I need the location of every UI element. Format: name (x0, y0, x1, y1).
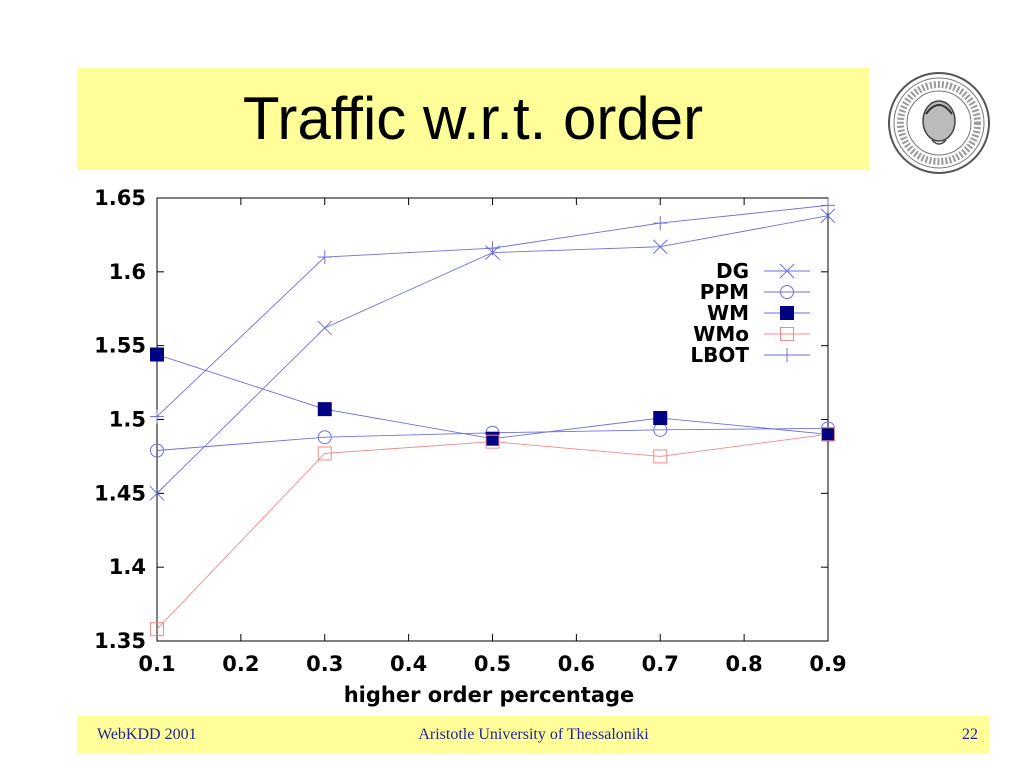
x-tick-label: 0.1 (138, 652, 175, 676)
line-chart: 0.1 0.2 0.3 0.4 0.5 0.6 0.7 0.8 0.9 1.35 1.4 1.45 1.… (94, 186, 846, 707)
chart-axes: 0.1 0.2 0.3 0.4 0.5 0.6 0.7 0.8 0.9 1.35 1.4 1.45 1.… (94, 186, 846, 676)
footer-band: WebKDD 2001 Aristotle University of Thes… (77, 716, 990, 754)
x-tick-label: 0.4 (390, 652, 427, 676)
legend-marker-ppm (780, 285, 794, 299)
footer-conference: WebKDD 2001 (97, 726, 197, 743)
data-point-wmo (317, 446, 332, 461)
data-point-wmo (821, 427, 835, 442)
data-point-lbot (485, 241, 500, 256)
y-tick-label: 1.45 (94, 481, 146, 505)
legend-label-dg: DG (716, 259, 749, 283)
x-tick-label: 0.8 (726, 652, 763, 676)
slide-title: Traffic w.r.t. order (242, 85, 704, 152)
legend-marker-wm (780, 306, 794, 320)
university-seal-logo (888, 72, 990, 174)
x-tick-label: 0.3 (306, 652, 343, 676)
y-tick-label: 1.35 (94, 629, 146, 653)
y-tick-label: 1.5 (109, 408, 146, 432)
x-tick-label: 0.7 (642, 652, 679, 676)
data-point-lbot (150, 409, 164, 424)
data-point-wmo (485, 434, 500, 449)
y-tick-label: 1.6 (109, 260, 146, 284)
data-point-wmo (653, 449, 668, 464)
data-point-ppm (150, 443, 164, 458)
data-point-dg (317, 320, 333, 336)
legend-label-wm: WM (707, 301, 749, 325)
legend-label-wmo: WMo (693, 322, 749, 346)
footer-page-number: 22 (962, 726, 978, 743)
data-point-wm (317, 402, 332, 417)
y-tick-label: 1.65 (94, 186, 146, 210)
legend-label-ppm: PPM (700, 280, 749, 304)
x-tick-label: 0.5 (474, 652, 511, 676)
legend-marker-dg (779, 263, 795, 279)
data-point-dg (820, 208, 836, 224)
legend-label-lbot: LBOT (690, 343, 749, 367)
data-point-wmo (150, 622, 164, 637)
series-markers (149, 198, 836, 637)
x-tick-label: 0.6 (558, 652, 595, 676)
x-tick-label: 0.9 (809, 652, 846, 676)
series-line-wmo (156, 433, 829, 630)
data-point-wm (821, 427, 835, 442)
data-point-wm (150, 347, 164, 362)
data-point-dg (149, 485, 165, 501)
data-point-wm (653, 411, 668, 426)
data-point-dg (652, 239, 668, 255)
data-point-lbot (653, 216, 668, 231)
y-tick-label: 1.55 (94, 334, 146, 358)
legend-marker-lbot (780, 348, 794, 362)
data-point-lbot (821, 198, 835, 213)
data-point-ppm (317, 430, 332, 445)
data-point-lbot (317, 250, 332, 265)
y-tick-label: 1.4 (109, 555, 146, 579)
title-band: Traffic w.r.t. order (77, 68, 869, 170)
data-point-wm (485, 431, 500, 446)
legend-marker-wmo (780, 327, 794, 341)
footer-university: Aristotle University of Thessaloniki (418, 726, 649, 743)
x-tick-label: 0.2 (222, 652, 259, 676)
x-axis-label: higher order percentage (344, 683, 635, 707)
